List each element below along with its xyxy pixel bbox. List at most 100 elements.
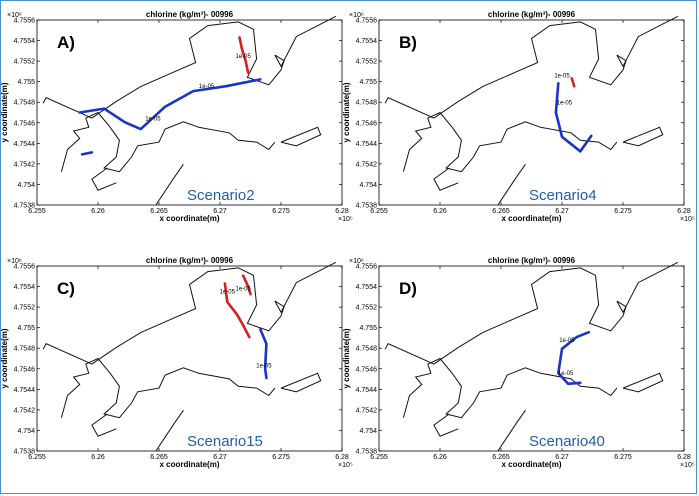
y-exponent: ×10⁶: [349, 258, 364, 265]
red-contour-line: [570, 77, 576, 88]
panel-title: chlorine (kg/m³)- 00996: [488, 10, 576, 19]
x-tick-label: 6.26: [433, 208, 447, 215]
y-tick-label: 4.7552: [356, 59, 378, 66]
panel-3: 6.255 6.26 6.265 6.27 6.275 6.28 4.7538 4.754 4.…: [0, 256, 353, 469]
y-tick-label: 4.7542: [356, 407, 378, 414]
x-tick-label: 6.265: [492, 208, 510, 215]
y-tick-label: 4.754: [17, 428, 35, 435]
y-tick-label: 4.7552: [356, 305, 378, 312]
y-tick-label: 4.7544: [356, 387, 378, 394]
scenario-label: Scenario15: [187, 433, 263, 450]
y-tick-label: 4.7554: [14, 284, 36, 291]
y-tick-label: 4.7548: [356, 346, 378, 353]
contour-label: 1e-05: [256, 363, 272, 369]
x-exponent: ×10⁵: [680, 216, 695, 223]
y-tick-label: 4.7544: [14, 141, 36, 148]
y-tick-label: 4.7556: [14, 18, 36, 25]
coastline: [497, 164, 526, 206]
axes-box: [378, 19, 685, 206]
coastline: [91, 167, 117, 191]
x-exponent: ×10⁵: [680, 462, 695, 469]
contour-label: 1e-05: [220, 289, 236, 295]
x-tick-label: 6.27: [555, 454, 569, 461]
x-tick-label: 6.265: [150, 454, 168, 461]
coastline: [280, 126, 322, 147]
y-tick-label: 4.755: [17, 79, 35, 86]
x-tick-label: 6.27: [213, 454, 227, 461]
x-tick-label: 6.275: [272, 208, 290, 215]
x-exponent: ×10⁵: [338, 462, 353, 469]
coastline: [155, 410, 184, 452]
y-tick-label: 4.754: [359, 428, 377, 435]
y-tick-label: 4.7556: [356, 18, 378, 25]
x-tick-label: 6.255: [370, 454, 388, 461]
y-tick-label: 4.7546: [356, 366, 378, 373]
coastline: [402, 357, 618, 419]
y-axis-label: y coordinate(m): [342, 328, 351, 388]
x-tick-label: 6.28: [335, 208, 349, 215]
x-tick-label: 6.275: [614, 454, 632, 461]
coastline: [433, 413, 459, 437]
y-tick-label: 4.755: [17, 325, 35, 332]
x-tick-label: 6.28: [677, 454, 691, 461]
y-tick-label: 4.7552: [14, 305, 36, 312]
y-tick-label: 4.7554: [14, 38, 36, 45]
panel-title: chlorine (kg/m³)- 00996: [146, 10, 234, 19]
coastline: [60, 357, 276, 419]
coastline: [91, 413, 117, 437]
y-tick-label: 4.7546: [14, 366, 36, 373]
y-tick-label: 4.7538: [14, 203, 36, 210]
x-tick-label: 6.27: [555, 208, 569, 215]
coastline: [155, 164, 184, 206]
x-tick-label: 6.275: [272, 454, 290, 461]
blue-contour-line: [556, 330, 591, 386]
coastline: [497, 410, 526, 452]
y-tick-label: 4.7544: [356, 141, 378, 148]
y-tick-label: 4.754: [17, 182, 35, 189]
y-tick-label: 4.7546: [14, 120, 36, 127]
y-tick-label: 4.7548: [356, 100, 378, 107]
panel-letter: A): [57, 33, 75, 52]
x-tick-label: 6.275: [614, 208, 632, 215]
y-axis-label: y coordinate(m): [0, 82, 9, 142]
x-tick-label: 6.26: [91, 208, 105, 215]
x-axis-label: x coordinate(m): [159, 460, 219, 469]
panel-4: 6.255 6.26 6.265 6.27 6.275 6.28 4.7538 4.754 4.…: [342, 256, 695, 469]
x-axis-label: x coordinate(m): [501, 214, 561, 223]
x-axis-label: x coordinate(m): [501, 460, 561, 469]
x-tick-label: 6.255: [28, 454, 46, 461]
blue-contour-line: [80, 151, 94, 156]
red-contour-line: [241, 274, 252, 296]
y-axis-label: y coordinate(m): [0, 328, 9, 388]
coastline: [384, 21, 627, 119]
x-tick-label: 6.26: [433, 454, 447, 461]
y-tick-label: 4.7538: [356, 449, 378, 456]
x-tick-label: 6.265: [150, 208, 168, 215]
coastline: [274, 15, 337, 68]
x-axis-label: x coordinate(m): [159, 214, 219, 223]
coastline: [384, 267, 627, 365]
coastline: [616, 15, 679, 68]
y-exponent: ×10⁶: [349, 12, 364, 19]
y-tick-label: 4.7542: [14, 407, 36, 414]
coastline: [402, 111, 618, 173]
coastline: [433, 167, 459, 191]
axes-box: [36, 265, 343, 452]
panel-letter: D): [399, 279, 417, 298]
x-tick-label: 6.28: [335, 454, 349, 461]
x-tick-label: 6.27: [213, 208, 227, 215]
red-contour-line: [223, 282, 251, 339]
y-tick-label: 4.7556: [14, 264, 36, 271]
x-tick-label: 6.255: [28, 208, 46, 215]
coastline: [42, 21, 285, 119]
axes-box: [378, 265, 685, 452]
y-tick-label: 4.7546: [356, 120, 378, 127]
y-tick-label: 4.7554: [356, 284, 378, 291]
panel-title: chlorine (kg/m³)- 00996: [488, 256, 576, 265]
panel-title: chlorine (kg/m³)- 00996: [146, 256, 234, 265]
scenario-label: Scenario4: [529, 187, 597, 204]
y-tick-label: 4.755: [359, 79, 377, 86]
x-tick-label: 6.255: [370, 208, 388, 215]
scenario-label: Scenario2: [187, 187, 255, 204]
blue-contour-line: [258, 327, 268, 380]
